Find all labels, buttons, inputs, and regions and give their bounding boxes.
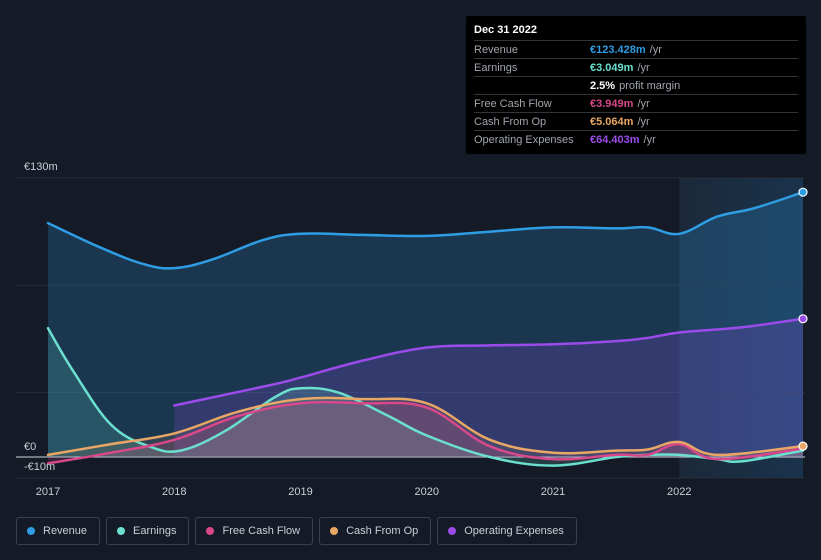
series-end-markers [798, 187, 808, 451]
tooltip-label: Earnings [474, 61, 518, 74]
legend-label: Earnings [133, 525, 177, 537]
tooltip-unit: /yr [643, 133, 656, 146]
tooltip-row-free-cash-flow: Free Cash Flow €3.949m /yr [474, 95, 798, 113]
tooltip-unit: /yr [637, 115, 650, 128]
y-axis-labels: €130m €0 -€10m [24, 161, 58, 473]
tooltip-label: Revenue [474, 43, 519, 56]
line-cash-from-op [46, 396, 805, 457]
end-marker-operating-expenses [798, 314, 808, 324]
tooltip-label: Operating Expenses [474, 133, 574, 146]
tooltip-unit: profit margin [619, 79, 681, 92]
end-marker-cash-from-op [798, 441, 808, 451]
legend-label: Operating Expenses [464, 525, 564, 537]
legend-item-earnings[interactable]: Earnings [106, 517, 190, 545]
tooltip-unit: /yr [637, 61, 650, 74]
legend-dot-icon [27, 527, 35, 535]
tooltip: Dec 31 2022 Revenue €123.428m /yr Earnin… [466, 16, 806, 154]
tooltip-value: €5.064m [590, 115, 634, 128]
legend-label: Cash From Op [346, 525, 419, 537]
line-free-cash-flow [46, 400, 805, 465]
x-tick-label: 2020 [415, 486, 439, 498]
line-operating-expenses [173, 317, 805, 407]
legend-item-free-cash-flow[interactable]: Free Cash Flow [195, 517, 314, 545]
tooltip-value: €123.428m [590, 43, 646, 56]
tooltip-unit: /yr [649, 43, 662, 56]
tooltip-row-profit-margin: 2.5% profit margin [474, 77, 798, 95]
legend-item-cash-from-op[interactable]: Cash From Op [319, 517, 432, 545]
tooltip-value: €3.049m [590, 61, 634, 74]
legend-dot-icon [330, 527, 339, 535]
y-tick-label: €130m [24, 161, 58, 173]
grid-lines [16, 177, 805, 479]
tooltip-row-operating-expenses: Operating Expenses €64.403m /yr [474, 131, 798, 148]
x-tick-label: 2017 [36, 486, 60, 498]
tooltip-value: €64.403m [590, 133, 640, 146]
tooltip-date: Dec 31 2022 [474, 16, 798, 41]
legend-label: Free Cash Flow [222, 525, 301, 537]
series-lines [46, 190, 805, 467]
tooltip-unit: /yr [637, 97, 650, 110]
tooltip-value: 2.5% [590, 79, 616, 92]
end-marker-revenue [798, 187, 808, 197]
series-areas [48, 192, 804, 466]
x-tick-label: 2022 [667, 486, 691, 498]
x-tick-label: 2019 [288, 486, 312, 498]
legend-dot-icon [117, 527, 126, 535]
chart-area: €130m €0 -€10m 2017 2018 2019 2020 2021 2022 [16, 161, 808, 498]
legend-item-revenue[interactable]: Revenue [16, 517, 101, 545]
legend: Revenue Earnings Free Cash Flow Cash Fro… [16, 517, 577, 545]
legend-item-operating-expenses[interactable]: Operating Expenses [437, 517, 577, 545]
x-tick-label: 2021 [541, 486, 565, 498]
y-tick-label: €0 [24, 441, 36, 453]
tooltip-label: Cash From Op [474, 115, 547, 128]
y-tick-label: -€10m [24, 461, 55, 473]
tooltip-row-earnings: Earnings €3.049m /yr [474, 59, 798, 77]
tooltip-value: €3.949m [590, 97, 634, 110]
legend-dot-icon [206, 527, 215, 535]
area-revenue [48, 192, 803, 457]
legend-dot-icon [448, 527, 457, 535]
tooltip-row-cash-from-op: Cash From Op €5.064m /yr [474, 113, 798, 131]
area-operating-expenses [174, 318, 804, 457]
line-revenue [46, 190, 805, 270]
x-tick-label: 2018 [162, 486, 186, 498]
tooltip-label: Free Cash Flow [474, 97, 552, 110]
x-axis-labels: 2017 2018 2019 2020 2021 2022 [36, 486, 692, 498]
legend-label: Revenue [43, 525, 88, 537]
tooltip-row-revenue: Revenue €123.428m /yr [474, 41, 798, 59]
area-earnings [48, 328, 803, 466]
